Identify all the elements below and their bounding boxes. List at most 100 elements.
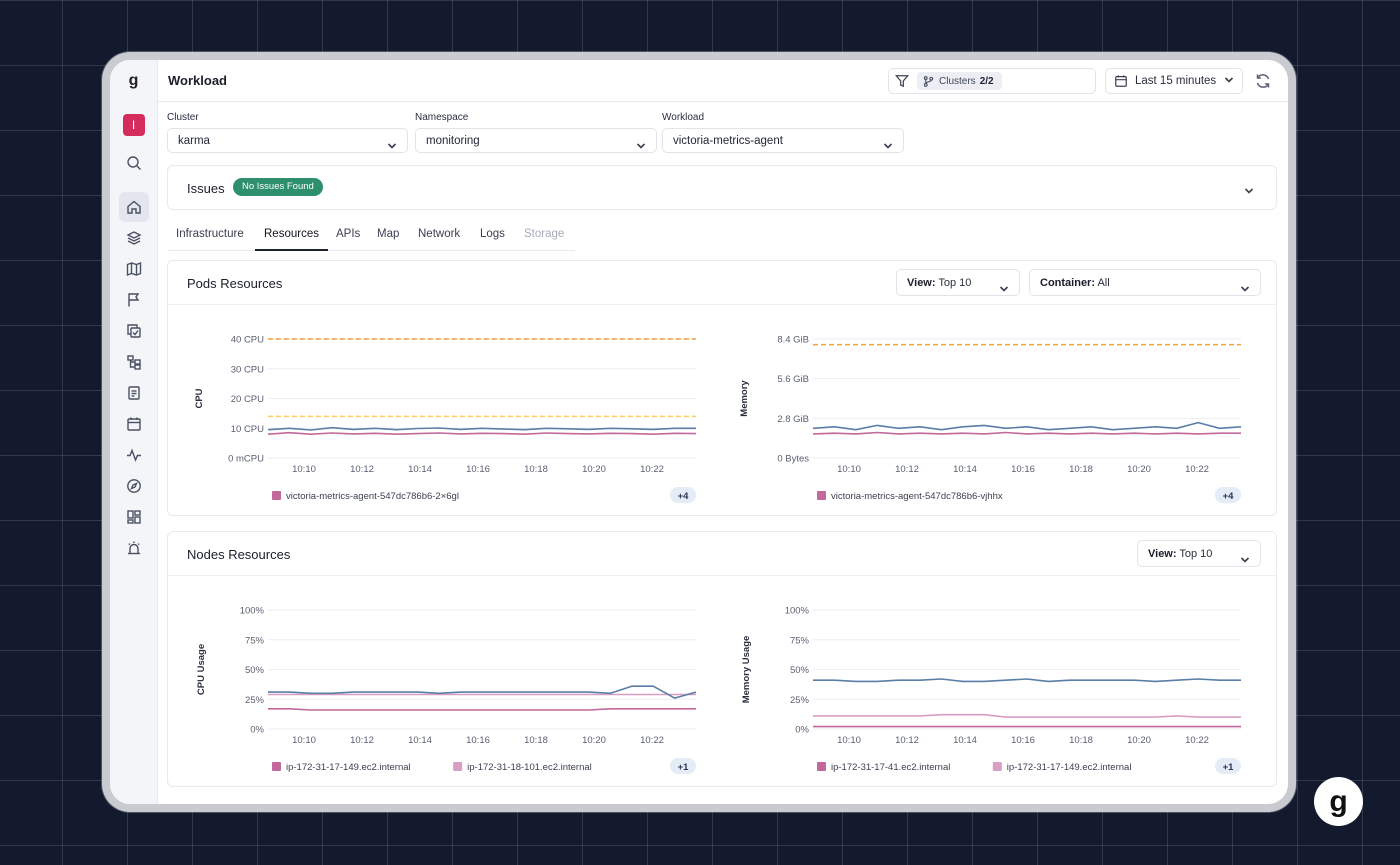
user-avatar[interactable]: I (122, 114, 145, 136)
calendar-icon[interactable] (119, 409, 149, 439)
x-tick-label: 10:22 (640, 735, 664, 746)
nodes-panel-header: Nodes Resources View: Top 10 (168, 532, 1276, 576)
container-key: Container: (1040, 277, 1095, 289)
more-series-pill[interactable] (670, 758, 696, 774)
y-tick-label: 20 CPU (231, 394, 264, 405)
issues-card[interactable]: Issues No Issues Found (167, 165, 1277, 210)
alarm-icon[interactable] (119, 533, 149, 563)
y-tick-label: 100% (240, 606, 265, 617)
y-tick-label: 0% (795, 725, 809, 736)
workload-value: victoria-metrics-agent (673, 135, 783, 147)
y-tick-label: 0 mCPU (228, 454, 264, 465)
legend-label[interactable]: victoria-metrics-agent-547dc786b6-vjhhx (831, 491, 1003, 502)
pods-view-select[interactable]: View: Top 10 (896, 269, 1020, 296)
tab-infrastructure[interactable]: Infrastructure (176, 228, 244, 240)
map-icon[interactable] (119, 254, 149, 284)
tab-storage: Storage (524, 228, 565, 240)
container-select[interactable]: Container: All (1029, 269, 1261, 296)
nodes-panel-title: Nodes Resources (187, 547, 291, 562)
app-logo[interactable]: g (128, 72, 139, 89)
series-line (812, 431, 1241, 435)
hierarchy-icon[interactable] (119, 347, 149, 377)
series-line (267, 426, 696, 431)
x-tick-label: 10:10 (292, 464, 316, 475)
y-tick-label: 40 CPU (231, 335, 264, 346)
app-window: g I (110, 60, 1288, 804)
home-icon[interactable] (118, 192, 149, 222)
legend-label[interactable]: ip-172-31-17-149.ec2.internal (286, 762, 411, 773)
layers-icon[interactable] (119, 223, 149, 253)
y-tick-label: 0% (250, 725, 264, 736)
tab-resources[interactable]: Resources (264, 228, 319, 240)
nodes-view-select[interactable]: View: Top 10 (1137, 540, 1261, 567)
y-axis-label: Memory (739, 380, 750, 417)
namespace-value: monitoring (426, 135, 480, 147)
dashboard-icon[interactable] (119, 502, 149, 532)
nodes-resources-panel: Nodes Resources View: Top 10 0% 25% 50% 75%… (167, 531, 1277, 787)
pods-resources-panel: Pods Resources View: Top 10 Container: A… (167, 260, 1277, 516)
tab-logs[interactable]: Logs (480, 228, 505, 240)
more-series-pill[interactable] (1215, 487, 1241, 503)
series-line (812, 421, 1242, 431)
series-line (813, 713, 1241, 718)
legend-label[interactable]: ip-172-31-17-149.ec2.internal (1007, 762, 1132, 773)
app-window-frame: g I (102, 52, 1296, 812)
more-series-pill[interactable] (1215, 758, 1241, 774)
tab-network[interactable]: Network (418, 228, 461, 240)
pulse-icon[interactable] (119, 440, 149, 470)
y-tick-label: 25% (790, 695, 810, 706)
legend-label[interactable]: victoria-metrics-agent-547dc786b6-2×6gl (286, 491, 459, 502)
calendar-icon (1115, 75, 1127, 87)
tab-map[interactable]: Map (377, 228, 400, 240)
chevron-down-icon[interactable] (1244, 183, 1254, 201)
filter-icon[interactable] (895, 74, 909, 88)
refresh-icon[interactable] (1254, 72, 1272, 95)
issues-title: Issues (187, 181, 225, 196)
x-tick-label: 10:12 (895, 464, 919, 475)
legend-swatch (817, 762, 826, 771)
legend-label[interactable]: ip-172-31-18-101.ec2.internal (467, 762, 592, 773)
legend-swatch (272, 762, 281, 771)
more-series-label[interactable]: +1 (678, 762, 690, 773)
top-bar: Workload Clusters 2/2 Last 15 minutes (158, 60, 1288, 102)
flag-icon[interactable] (119, 285, 149, 315)
time-range-select[interactable]: Last 15 minutes (1105, 68, 1243, 94)
x-tick-label: 10:18 (1069, 735, 1093, 746)
cluster-select[interactable]: karma (167, 128, 408, 153)
y-axis-label: Memory Usage (741, 636, 752, 704)
document-icon[interactable] (119, 378, 149, 408)
more-series-pill[interactable] (670, 487, 696, 503)
series-line (268, 685, 697, 699)
namespace-select[interactable]: monitoring (415, 128, 657, 153)
x-tick-label: 10:20 (582, 464, 606, 475)
page-title: Workload (168, 73, 227, 88)
compass-icon[interactable] (119, 471, 149, 501)
series-line (268, 708, 696, 711)
cluster-filter[interactable]: Clusters 2/2 (888, 68, 1096, 94)
y-tick-label: 8.4 GiB (777, 335, 809, 346)
x-tick-label: 10:14 (408, 464, 432, 475)
legend-label[interactable]: ip-172-31-17-41.ec2.internal (831, 762, 950, 773)
workload-select[interactable]: victoria-metrics-agent (662, 128, 904, 153)
sidebar: g I (110, 60, 158, 804)
clusters-chip[interactable]: Clusters 2/2 (917, 72, 1002, 90)
active-tab-indicator (255, 249, 328, 251)
y-tick-label: 5.6 GiB (777, 374, 809, 385)
x-tick-label: 10:14 (953, 735, 977, 746)
legend-swatch (817, 491, 826, 500)
y-tick-label: 25% (245, 695, 265, 706)
copy-check-icon[interactable] (119, 316, 149, 346)
x-tick-label: 10:16 (466, 464, 490, 475)
brand-logo: g (1314, 777, 1363, 826)
cluster-value: karma (178, 135, 210, 147)
more-series-label[interactable]: +4 (678, 491, 690, 502)
view-key: View: (907, 277, 936, 289)
tab-apis[interactable]: APIs (336, 228, 361, 240)
tab-bar: Infrastructure Resources APIs Map Networ… (167, 220, 575, 251)
chevron-down-icon (387, 136, 397, 160)
more-series-label[interactable]: +1 (1223, 762, 1235, 773)
x-tick-label: 10:18 (524, 735, 548, 746)
search-icon[interactable] (119, 148, 149, 178)
more-series-label[interactable]: +4 (1223, 491, 1235, 502)
legend-swatch (453, 762, 463, 771)
